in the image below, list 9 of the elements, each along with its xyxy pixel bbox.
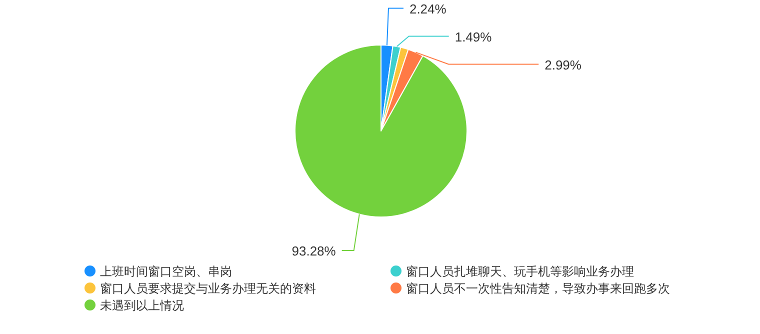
legend-label: 窗口人员不一次性告知清楚，导致办事来回跑多次 bbox=[406, 282, 670, 296]
legend-label: 窗口人员扎堆聊天、玩手机等影响业务办理 bbox=[406, 264, 634, 278]
data-label: 2.24% bbox=[409, 1, 447, 16]
data-label: 1.49% bbox=[454, 29, 492, 44]
legend-label: 上班时间窗口空岗、串岗 bbox=[100, 264, 232, 278]
legend-label: 未遇到以上情况 bbox=[100, 298, 184, 312]
legend-label: 窗口人员要求提交与业务办理无关的资料 bbox=[100, 282, 316, 296]
data-label: 2.99% bbox=[544, 57, 582, 72]
data-label: 93.28% bbox=[292, 244, 336, 259]
